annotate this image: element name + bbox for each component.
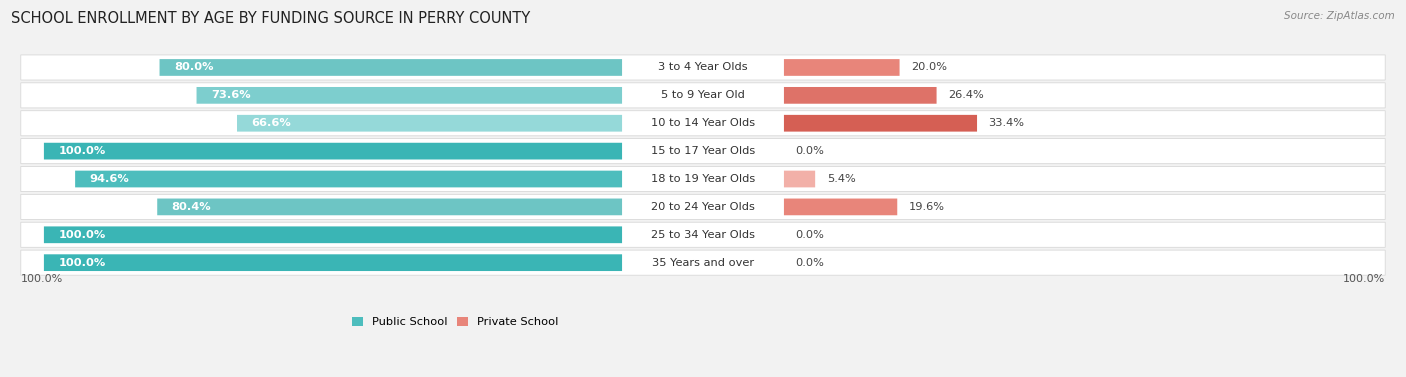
FancyBboxPatch shape: [21, 139, 1385, 164]
FancyBboxPatch shape: [75, 171, 621, 187]
FancyBboxPatch shape: [785, 115, 977, 132]
Text: 80.4%: 80.4%: [172, 202, 211, 212]
FancyBboxPatch shape: [44, 143, 621, 159]
Text: 5.4%: 5.4%: [827, 174, 855, 184]
FancyBboxPatch shape: [785, 171, 815, 187]
FancyBboxPatch shape: [159, 59, 621, 76]
Legend: Public School, Private School: Public School, Private School: [347, 312, 564, 332]
Text: 0.0%: 0.0%: [796, 257, 824, 268]
Text: 15 to 17 Year Olds: 15 to 17 Year Olds: [651, 146, 755, 156]
Text: 100.0%: 100.0%: [59, 257, 105, 268]
FancyBboxPatch shape: [44, 254, 621, 271]
FancyBboxPatch shape: [785, 199, 897, 215]
Text: Source: ZipAtlas.com: Source: ZipAtlas.com: [1284, 11, 1395, 21]
Text: 3 to 4 Year Olds: 3 to 4 Year Olds: [658, 63, 748, 72]
Text: 26.4%: 26.4%: [948, 90, 984, 100]
Text: 100.0%: 100.0%: [1343, 274, 1385, 284]
FancyBboxPatch shape: [21, 222, 1385, 247]
FancyBboxPatch shape: [21, 250, 1385, 275]
Text: 66.6%: 66.6%: [252, 118, 291, 128]
Text: 94.6%: 94.6%: [90, 174, 129, 184]
Text: 80.0%: 80.0%: [174, 63, 214, 72]
FancyBboxPatch shape: [21, 111, 1385, 136]
FancyBboxPatch shape: [21, 195, 1385, 219]
FancyBboxPatch shape: [197, 87, 621, 104]
Text: 19.6%: 19.6%: [908, 202, 945, 212]
Text: 25 to 34 Year Olds: 25 to 34 Year Olds: [651, 230, 755, 240]
FancyBboxPatch shape: [21, 83, 1385, 108]
FancyBboxPatch shape: [238, 115, 621, 132]
FancyBboxPatch shape: [785, 59, 900, 76]
Text: 0.0%: 0.0%: [796, 146, 824, 156]
FancyBboxPatch shape: [157, 199, 621, 215]
Text: 100.0%: 100.0%: [59, 230, 105, 240]
Text: SCHOOL ENROLLMENT BY AGE BY FUNDING SOURCE IN PERRY COUNTY: SCHOOL ENROLLMENT BY AGE BY FUNDING SOUR…: [11, 11, 530, 26]
Text: 5 to 9 Year Old: 5 to 9 Year Old: [661, 90, 745, 100]
FancyBboxPatch shape: [21, 55, 1385, 80]
Text: 10 to 14 Year Olds: 10 to 14 Year Olds: [651, 118, 755, 128]
Text: 18 to 19 Year Olds: 18 to 19 Year Olds: [651, 174, 755, 184]
Text: 20.0%: 20.0%: [911, 63, 948, 72]
Text: 35 Years and over: 35 Years and over: [652, 257, 754, 268]
Text: 0.0%: 0.0%: [796, 230, 824, 240]
Text: 100.0%: 100.0%: [21, 274, 63, 284]
Text: 20 to 24 Year Olds: 20 to 24 Year Olds: [651, 202, 755, 212]
Text: 100.0%: 100.0%: [59, 146, 105, 156]
Text: 73.6%: 73.6%: [211, 90, 250, 100]
FancyBboxPatch shape: [44, 227, 621, 243]
FancyBboxPatch shape: [785, 87, 936, 104]
Text: 33.4%: 33.4%: [988, 118, 1025, 128]
FancyBboxPatch shape: [21, 167, 1385, 192]
